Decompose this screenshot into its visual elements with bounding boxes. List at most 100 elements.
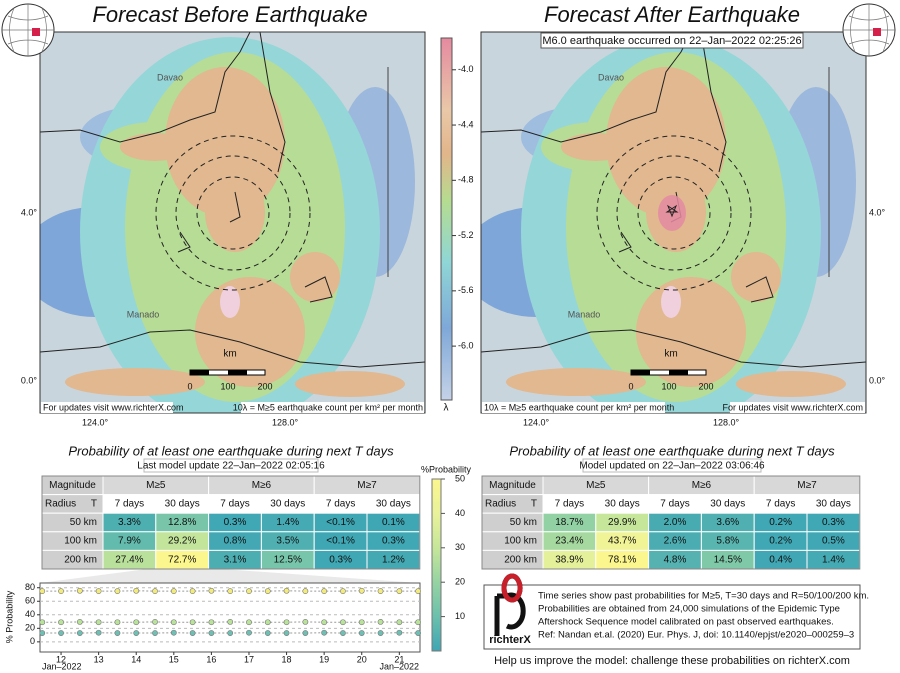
- series-point: [321, 619, 328, 626]
- series-point: [114, 588, 121, 595]
- series-point: [133, 630, 140, 636]
- lon-label: 124.0°: [82, 417, 109, 427]
- period-label: 7 days: [766, 499, 795, 510]
- x-edge-label: Jan–2022: [379, 661, 419, 671]
- info-box: [483, 584, 861, 650]
- series-point: [283, 587, 290, 594]
- scale-label: 0: [187, 381, 192, 391]
- annotation: M6.0 earthquake occurred on 22–Jan–2022 …: [542, 35, 801, 47]
- table-header: Magnitude: [49, 480, 96, 491]
- probability-value: 18.7%: [555, 517, 583, 528]
- probability-colorbar: [431, 478, 442, 652]
- series-point: [396, 619, 403, 626]
- series-point: [396, 629, 403, 636]
- probability-value: 0.1%: [382, 517, 405, 528]
- table-header: M≥7: [797, 480, 817, 491]
- series-point: [227, 618, 234, 625]
- lat-label: 0.0°: [869, 375, 886, 385]
- colorbar-label: λ: [444, 403, 449, 414]
- series-point: [283, 619, 290, 626]
- info-line: Aftershock Sequence model calibrated on …: [538, 617, 834, 628]
- scale-label: 0: [628, 381, 633, 391]
- scale-unit: km: [223, 349, 236, 360]
- series-point: [170, 629, 177, 636]
- series-point: [39, 619, 46, 626]
- label-bg: [730, 402, 865, 413]
- y-axis-label: % Probability: [4, 590, 14, 643]
- series-point: [170, 619, 177, 626]
- y-tick-label: 0: [30, 636, 35, 646]
- series-point: [415, 619, 422, 626]
- logo-mark: [501, 573, 523, 603]
- series-point: [208, 630, 215, 636]
- map-frame: [480, 31, 867, 414]
- label-bg: [482, 402, 665, 413]
- radius-value: 100 km: [64, 536, 97, 547]
- scale-unit: km: [664, 349, 677, 360]
- probability-value: 0.3%: [822, 517, 845, 528]
- radius-label: Radius: [485, 499, 516, 510]
- series-point: [39, 630, 46, 636]
- period-label: 7 days: [326, 499, 355, 510]
- series-point: [264, 630, 271, 636]
- probability-tick-label: 40: [455, 508, 465, 518]
- lon-label: 128.0°: [272, 417, 299, 427]
- series-point: [302, 630, 309, 636]
- probability-value: 0.2%: [769, 536, 792, 547]
- y-tick-label: 80: [25, 582, 35, 592]
- probability-value: 27.4%: [115, 554, 143, 565]
- info-line: Time series show past probabilities for …: [538, 591, 869, 602]
- table-header: M≥5: [146, 480, 166, 491]
- zoom-connector: [40, 568, 420, 583]
- probability-value: 3.6%: [716, 517, 739, 528]
- period-label: 30 days: [816, 499, 851, 510]
- place-label: Manado: [127, 309, 160, 319]
- series-point: [358, 630, 365, 636]
- place-label: Davao: [157, 72, 183, 82]
- updates-text: For updates visit www.richterX.com: [722, 402, 863, 412]
- series-point: [189, 630, 196, 636]
- series-point: [246, 629, 252, 636]
- lon-label: 128.0°: [713, 417, 740, 427]
- x-tick-label: 14: [131, 654, 141, 664]
- series-point: [39, 588, 46, 595]
- probability-value: 5.8%: [716, 536, 739, 547]
- table-header: M≥6: [252, 480, 272, 491]
- period-label: 7 days: [555, 499, 584, 510]
- globe-marker: [873, 28, 881, 36]
- x-tick-label: 15: [169, 654, 179, 664]
- probability-value: 7.9%: [118, 536, 141, 547]
- table-header: M≥6: [692, 480, 712, 491]
- series-point: [302, 618, 309, 625]
- probability-value: 14.5%: [714, 554, 742, 565]
- probability-tick-label: 50: [455, 473, 465, 483]
- series-point: [189, 619, 196, 626]
- probability-tick-label: 20: [455, 577, 465, 587]
- series-point: [321, 629, 328, 636]
- series-point: [58, 630, 64, 636]
- table-frame: [41, 475, 421, 570]
- x-tick-label: 13: [94, 654, 104, 664]
- colorbar-tick-label: -6.0: [458, 340, 474, 350]
- series-point: [321, 588, 328, 595]
- series-point: [246, 619, 252, 626]
- probability-value: 0.4%: [769, 554, 792, 565]
- probability-value: 29.2%: [168, 536, 196, 547]
- globe-grid: [843, 4, 895, 56]
- update-text: Model updated on 22–Jan–2022 03:06:46: [579, 461, 765, 472]
- series-point: [133, 619, 140, 626]
- probability-value: 1.2%: [382, 554, 405, 565]
- x-tick-label: 19: [319, 654, 329, 664]
- probability-value: 78.1%: [608, 554, 636, 565]
- probability-value: 1.4%: [276, 517, 299, 528]
- series-point: [114, 619, 121, 626]
- series-point: [396, 588, 403, 595]
- globe-marker: [32, 28, 40, 36]
- map-before: [20, 32, 425, 427]
- epicenter-star: [665, 204, 679, 218]
- series-point: [58, 619, 64, 626]
- colorbar-tick-label: -4.8: [458, 175, 474, 185]
- series-point: [246, 588, 252, 595]
- forecast-peak: [658, 195, 686, 231]
